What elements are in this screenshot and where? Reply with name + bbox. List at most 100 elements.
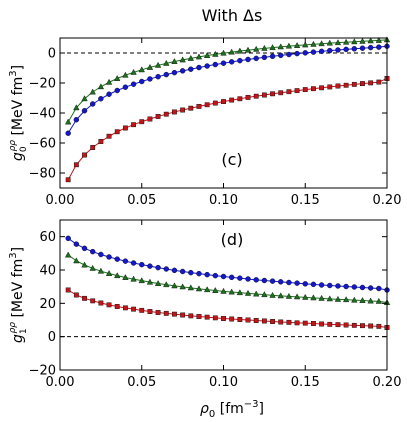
data-point-red-18: [212, 100, 218, 106]
data-point-blue-8: [130, 260, 137, 266]
data-point-blue-26: [278, 52, 284, 59]
data-point-blue-6: [114, 256, 120, 262]
data-point-green-3: [89, 88, 96, 95]
data-point-blue-19: [220, 60, 227, 66]
data-point-blue-3: [89, 248, 96, 255]
data-point-green-12: [163, 59, 170, 66]
data-point-green-34: [342, 38, 350, 45]
x-axis-label-sub: 0: [209, 409, 215, 420]
data-point-red-37: [368, 80, 374, 86]
data-point-red-26: [278, 319, 284, 325]
data-point-blue-26: [278, 279, 284, 285]
data-point-red-9: [139, 119, 145, 125]
data-point-green-15: [187, 284, 194, 291]
data-point-red-18: [212, 315, 218, 321]
data-point-red-34: [343, 322, 349, 328]
data-point-green-32: [326, 39, 333, 46]
data-point-red-24: [261, 92, 267, 98]
data-point-red-32: [327, 321, 333, 327]
data-point-red-2: [82, 295, 87, 301]
data-point-green-26: [277, 43, 284, 50]
data-point-blue-15: [188, 269, 194, 276]
data-point-red-27: [286, 89, 292, 95]
data-point-red-26: [278, 90, 284, 96]
data-point-red-22: [245, 317, 251, 323]
data-point-green-38: [375, 297, 382, 304]
data-point-blue-34: [343, 46, 349, 53]
data-point-green-0: [65, 251, 72, 258]
data-point-red-6: [114, 304, 120, 309]
data-point-green-17: [204, 286, 211, 293]
data-point-green-27: [285, 42, 293, 49]
data-point-blue-4: [98, 251, 104, 258]
data-point-red-20: [229, 97, 235, 103]
data-point-green-28: [293, 293, 301, 300]
data-point-red-38: [376, 79, 382, 85]
data-point-red-8: [131, 122, 136, 128]
data-point-red-25: [270, 319, 275, 324]
data-point-red-3: [90, 145, 96, 150]
data-point-green-26: [277, 292, 284, 299]
data-point-green-32: [326, 295, 333, 302]
data-point-green-6: [114, 272, 121, 279]
y-axis-label-sup: ρρ: [8, 140, 18, 152]
data-point-red-35: [351, 322, 357, 328]
data-point-red-25: [270, 91, 275, 97]
y-axis-label-unit-close: ]: [10, 65, 26, 70]
data-point-green-9: [138, 66, 145, 73]
data-point-blue-18: [212, 272, 219, 279]
x-tick-label: 0.00: [46, 193, 75, 208]
y-axis-label-unit-exp: 3: [8, 70, 19, 76]
series-line-red: [67, 78, 388, 180]
y-tick-label: 20: [39, 297, 56, 312]
data-point-blue-2: [81, 245, 88, 252]
data-point-blue-37: [367, 285, 374, 291]
data-point-blue-8: [130, 81, 137, 87]
series-line-green: [67, 254, 388, 303]
data-point-red-16: [196, 103, 202, 109]
data-point-red-10: [147, 116, 153, 122]
data-point-blue-18: [212, 61, 219, 68]
data-point-green-2: [81, 261, 88, 268]
data-point-green-15: [187, 54, 194, 61]
data-point-green-21: [236, 47, 243, 54]
x-tick-label: 0.20: [373, 193, 402, 208]
data-point-blue-35: [351, 284, 357, 290]
data-point-red-2: [82, 152, 87, 158]
data-point-blue-12: [163, 71, 169, 78]
data-point-blue-22: [245, 276, 251, 282]
data-point-red-1: [73, 162, 79, 168]
data-point-green-10: [146, 63, 154, 70]
data-point-red-7: [122, 305, 128, 311]
data-point-red-38: [376, 323, 382, 329]
data-point-green-4: [97, 83, 105, 90]
data-point-blue-14: [179, 68, 186, 74]
data-point-blue-7: [122, 258, 129, 264]
data-point-blue-30: [310, 281, 317, 288]
data-point-red-12: [163, 310, 169, 316]
y-axis-label-unit-close: ]: [10, 247, 26, 252]
data-point-red-17: [204, 102, 210, 108]
data-point-green-11: [154, 280, 162, 286]
data-point-red-30: [311, 321, 316, 326]
data-point-green-37: [367, 297, 374, 304]
data-point-red-21: [237, 317, 243, 322]
data-point-green-25: [269, 291, 276, 298]
data-point-green-22: [244, 289, 252, 296]
data-point-green-29: [302, 41, 309, 48]
data-point-blue-25: [269, 278, 276, 284]
data-point-blue-0: [65, 235, 71, 242]
data-point-blue-29: [302, 281, 308, 287]
data-point-green-17: [204, 52, 211, 58]
data-point-green-25: [269, 44, 276, 50]
data-point-green-18: [212, 287, 219, 293]
data-point-green-35: [351, 38, 358, 45]
x-tick-label: 0.05: [127, 375, 156, 390]
x-tick-label: 0.15: [291, 375, 320, 390]
x-tick-label: 0.20: [373, 375, 402, 390]
y-tick-label: 0: [48, 330, 56, 345]
x-axis-label-unit-close: ]: [259, 401, 264, 417]
y-axis-label: g0ρρ [MeV fm3]: [8, 65, 29, 161]
data-point-blue-38: [376, 285, 382, 292]
